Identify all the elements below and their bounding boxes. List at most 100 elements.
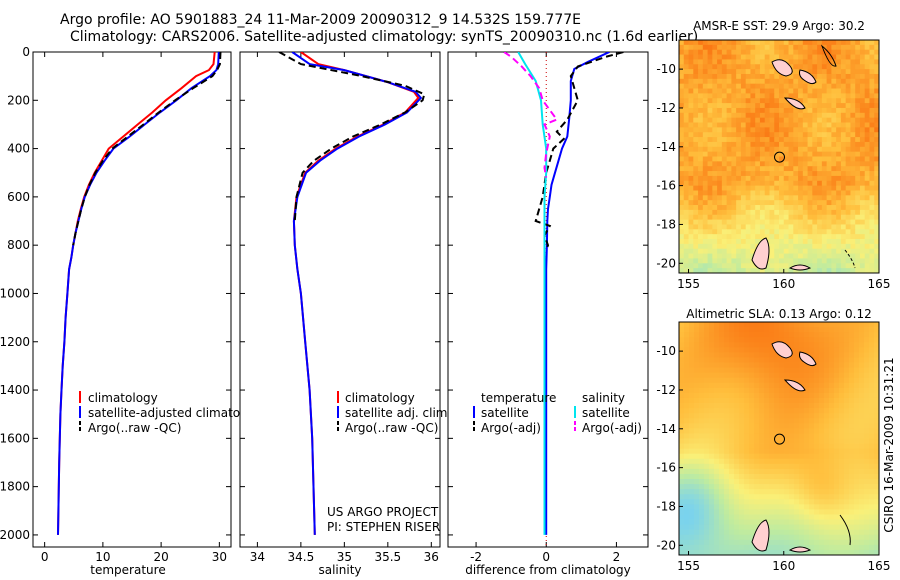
heatmap-cell	[869, 248, 875, 254]
heatmap-cell	[726, 253, 732, 259]
heatmap-cell	[821, 73, 828, 80]
heatmap-cell	[704, 539, 710, 546]
legend-sal-satellite: satellite adj. clim.	[345, 406, 451, 420]
heatmap-cell	[714, 489, 720, 495]
heatmap-cell	[744, 342, 750, 348]
heatmap-cell	[844, 443, 850, 450]
heatmap-cell	[679, 156, 685, 162]
heatmap-cell	[736, 239, 742, 245]
island	[751, 519, 770, 552]
heatmap-cell	[817, 224, 823, 230]
heatmap-cell	[826, 200, 832, 206]
heatmap-cell	[784, 428, 790, 434]
heatmap-cell	[707, 185, 713, 191]
heatmap-cell	[821, 103, 828, 109]
heatmap-cell	[817, 141, 823, 148]
heatmap-cell	[789, 448, 795, 455]
heatmap-cell	[844, 372, 850, 379]
heatmap-cell	[783, 98, 789, 104]
sst-map-frame	[678, 39, 880, 274]
heatmap-cell	[712, 175, 718, 182]
heatmap-cell	[804, 327, 810, 333]
heatmap-cell	[693, 54, 699, 60]
heatmap-cell	[817, 112, 823, 119]
heatmap-cell	[859, 377, 865, 384]
heatmap-cell	[804, 524, 810, 531]
island	[788, 264, 812, 271]
heatmap-cell	[736, 112, 742, 119]
heatmap-cell	[855, 107, 861, 114]
heatmap-cell	[802, 88, 808, 94]
heatmap-cell	[684, 397, 690, 404]
heatmap-cell	[769, 88, 775, 94]
heatmap-cell	[693, 103, 699, 109]
figure-title-line2: Climatology: CARS2006. Satellite-adjuste…	[70, 29, 698, 45]
heatmap-cell	[683, 161, 689, 167]
heatmap-cell	[807, 263, 813, 269]
x-tick-label: 155	[677, 559, 700, 573]
heatmap-cell	[759, 268, 766, 273]
heatmap-cell	[798, 151, 804, 157]
heatmap-cell	[779, 453, 785, 460]
heatmap-cell	[779, 103, 785, 109]
heatmap-cell	[717, 224, 723, 230]
heatmap-cell	[807, 200, 813, 206]
heatmap-cell	[850, 137, 856, 143]
heatmap-cell	[731, 117, 737, 123]
heatmap-cell	[784, 438, 790, 444]
heatmap-cell	[707, 234, 713, 240]
heatmap-cell	[726, 73, 732, 80]
heatmap-cell	[698, 239, 704, 245]
heatmap-cell	[839, 342, 845, 348]
heatmap-cell	[854, 387, 860, 394]
heatmap-cell	[844, 362, 850, 368]
heatmap-cell	[745, 146, 751, 153]
heatmap-cell	[694, 544, 700, 551]
heatmap-cell	[726, 93, 732, 99]
heatmap-cell	[840, 243, 847, 250]
heatmap-cell	[869, 122, 875, 128]
heatmap-cell	[831, 78, 837, 85]
heatmap-cell	[712, 93, 718, 99]
heatmap-cell	[721, 171, 728, 177]
heatmap-cell	[809, 392, 815, 399]
heatmap-cell	[826, 263, 832, 269]
heatmap-cell	[821, 69, 828, 75]
heatmap-cell	[764, 392, 770, 399]
heatmap-cell	[754, 428, 760, 434]
heatmap-cell	[789, 549, 795, 555]
heatmap-cell	[798, 258, 804, 264]
heatmap-cell	[854, 443, 860, 450]
heatmap-cell	[850, 93, 856, 99]
heatmap-cell	[764, 73, 770, 80]
heatmap-cell	[724, 443, 730, 450]
heatmap-cell	[845, 156, 851, 162]
heatmap-cell	[764, 88, 770, 94]
heatmap-cell	[719, 534, 725, 541]
heatmap-cell	[824, 433, 830, 439]
heatmap-cell	[717, 59, 723, 65]
heatmap-cell	[802, 151, 808, 157]
heatmap-cell	[726, 83, 732, 89]
heatmap-cell	[859, 489, 865, 495]
heatmap-cell	[864, 397, 870, 404]
heatmap-cell	[817, 185, 823, 191]
heatmap-cell	[721, 146, 728, 153]
heatmap-cell	[764, 397, 770, 404]
heatmap-cell	[745, 117, 751, 123]
heatmap-cell	[819, 514, 825, 520]
heatmap-cell	[745, 49, 751, 55]
heatmap-cell	[745, 88, 751, 94]
heatmap-cell	[840, 151, 847, 157]
heatmap-cell	[844, 438, 850, 444]
heatmap-cell	[831, 93, 837, 99]
heatmap-cell	[684, 382, 690, 389]
heatmap-cell	[855, 243, 861, 250]
heatmap-cell	[714, 549, 720, 555]
heatmap-cell	[812, 49, 818, 55]
heatmap-cell	[729, 458, 735, 465]
heatmap-cell	[693, 166, 699, 172]
heatmap-cell	[824, 347, 830, 353]
heatmap-cell	[719, 367, 725, 374]
